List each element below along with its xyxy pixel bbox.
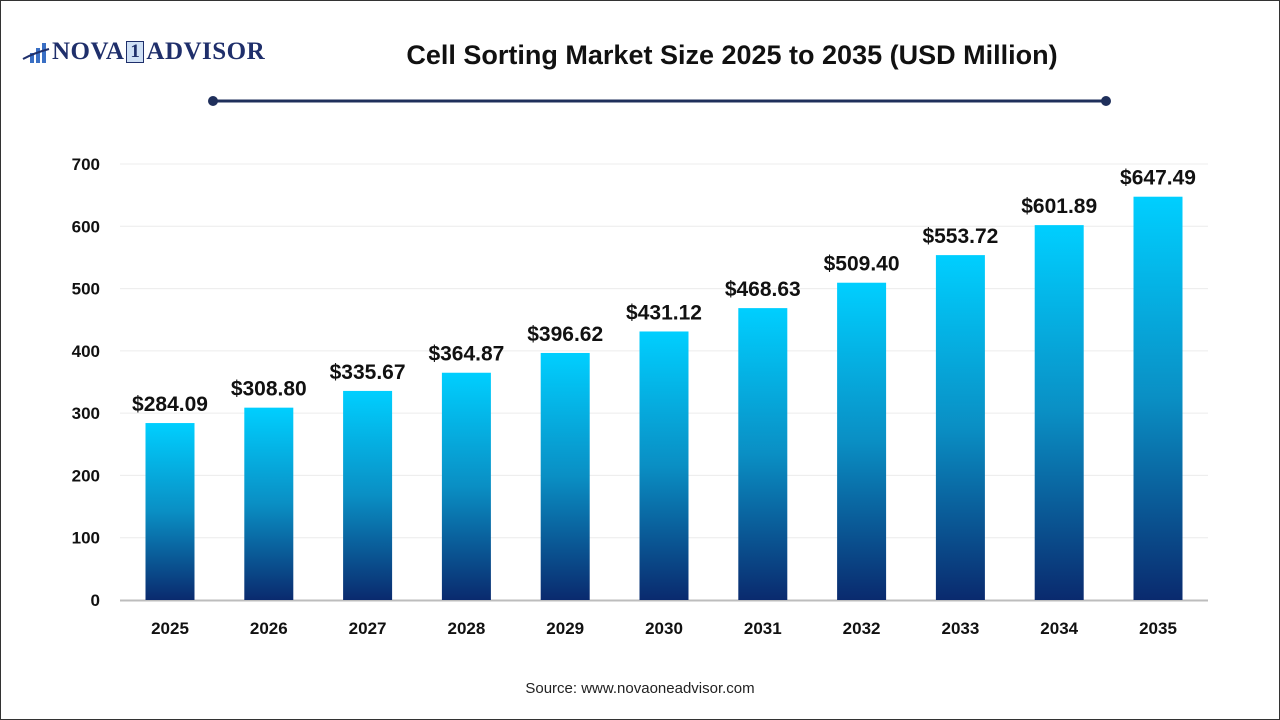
data-label: $364.87 bbox=[428, 343, 504, 366]
data-label: $284.09 bbox=[132, 393, 208, 416]
data-label: $509.40 bbox=[824, 253, 900, 276]
source-note: Source: www.novaoneadvisor.com bbox=[525, 680, 755, 697]
y-tick-label: 100 bbox=[72, 529, 100, 548]
bar-2025 bbox=[145, 423, 195, 600]
x-tick-label: 2027 bbox=[349, 619, 387, 638]
y-tick-label: 600 bbox=[72, 217, 100, 236]
bar-2027 bbox=[343, 390, 393, 600]
y-tick-label: 200 bbox=[72, 466, 100, 485]
x-tick-label: 2031 bbox=[744, 619, 782, 638]
x-tick-label: 2033 bbox=[941, 619, 979, 638]
x-tick-label: 2025 bbox=[151, 619, 189, 638]
x-tick-label: 2026 bbox=[250, 619, 288, 638]
nova-advisor-logo: NOVA 1 ADVISOR bbox=[22, 38, 265, 66]
x-tick-label: 2028 bbox=[447, 619, 485, 638]
x-tick-label: 2032 bbox=[843, 619, 881, 638]
bar-2026 bbox=[244, 407, 294, 600]
logo-text-nova: NOVA bbox=[52, 38, 125, 65]
x-tick-label: 2034 bbox=[1040, 619, 1078, 638]
y-tick-label: 0 bbox=[91, 591, 100, 610]
bar-chart-logo-icon bbox=[22, 43, 50, 63]
data-label: $468.63 bbox=[725, 278, 801, 301]
chart-title: Cell Sorting Market Size 2025 to 2035 (U… bbox=[406, 40, 1058, 70]
bar-2034 bbox=[1034, 225, 1084, 600]
logo-text-one: 1 bbox=[126, 41, 145, 63]
x-tick-label: 2030 bbox=[645, 619, 683, 638]
x-tick-label: 2035 bbox=[1139, 619, 1177, 638]
y-tick-label: 700 bbox=[72, 155, 100, 174]
bar-2030 bbox=[639, 331, 689, 600]
bar-2035 bbox=[1133, 196, 1183, 600]
data-label: $647.49 bbox=[1120, 167, 1196, 190]
data-label: $553.72 bbox=[922, 225, 998, 248]
bar-2031 bbox=[738, 308, 788, 600]
y-tick-label: 300 bbox=[72, 404, 100, 423]
data-label: $601.89 bbox=[1021, 195, 1097, 218]
data-label: $308.80 bbox=[231, 378, 307, 401]
title-rule bbox=[208, 96, 1111, 106]
bar-2029 bbox=[540, 352, 590, 600]
logo-text-advisor: ADVISOR bbox=[146, 38, 266, 65]
bar-2032 bbox=[837, 282, 887, 600]
y-tick-label: 400 bbox=[72, 342, 100, 361]
data-label: $335.67 bbox=[330, 361, 406, 384]
data-label: $431.12 bbox=[626, 301, 702, 324]
x-tick-label: 2029 bbox=[546, 619, 584, 638]
bar-2028 bbox=[441, 372, 491, 600]
bar-2033 bbox=[935, 255, 985, 600]
y-tick-label: 500 bbox=[72, 280, 100, 299]
data-label: $396.62 bbox=[527, 323, 603, 346]
